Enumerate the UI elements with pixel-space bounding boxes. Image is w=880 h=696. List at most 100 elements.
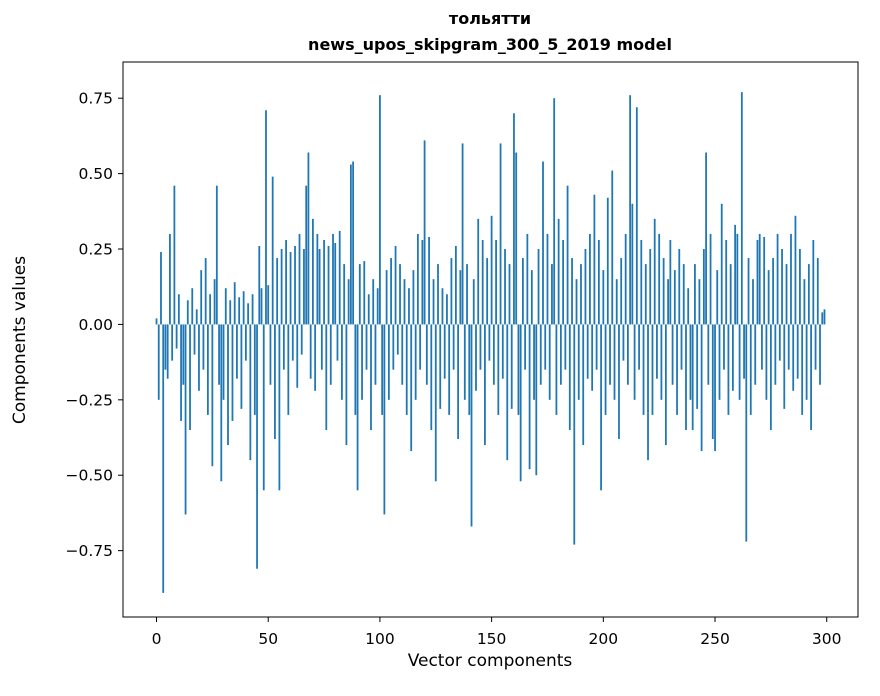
bar <box>671 324 674 385</box>
bar <box>698 279 701 325</box>
bar <box>490 215 493 325</box>
bar <box>528 324 531 470</box>
bar <box>497 324 500 415</box>
bar <box>662 258 665 325</box>
bar <box>676 324 678 415</box>
bar <box>278 324 281 491</box>
bar <box>747 258 750 325</box>
bar <box>200 270 203 325</box>
bar <box>258 245 261 325</box>
bar <box>571 258 573 325</box>
bar <box>606 197 609 325</box>
bar <box>477 218 480 325</box>
bar <box>649 249 652 325</box>
bar <box>790 233 792 325</box>
bar <box>656 324 658 379</box>
bar <box>396 324 399 355</box>
bar <box>370 324 372 430</box>
bar <box>640 239 643 325</box>
bar <box>522 258 524 325</box>
bar <box>577 324 580 400</box>
bar <box>513 113 515 325</box>
bar <box>164 324 167 370</box>
bar <box>184 324 187 515</box>
bar <box>222 324 225 400</box>
bar <box>432 279 435 325</box>
bar <box>323 239 325 325</box>
bar <box>492 324 495 385</box>
bar <box>468 324 471 415</box>
bar <box>269 324 272 385</box>
bar <box>220 324 223 482</box>
bar <box>470 324 473 527</box>
bar <box>718 324 721 400</box>
tick-label: 150 <box>477 630 507 648</box>
bar <box>486 258 489 325</box>
bar <box>177 294 180 325</box>
tick-label: 200 <box>589 630 619 648</box>
bar <box>242 291 245 325</box>
bar <box>347 279 350 325</box>
bar <box>399 264 401 325</box>
bar <box>729 264 732 325</box>
bar <box>193 324 196 355</box>
bar <box>392 324 395 370</box>
bar <box>227 324 229 446</box>
bar <box>743 324 745 379</box>
bar <box>559 324 562 385</box>
bar <box>189 324 191 430</box>
bar <box>745 324 748 542</box>
bar <box>524 324 527 370</box>
bar <box>421 239 424 325</box>
bar <box>702 249 705 325</box>
x-axis-ticks: 0 50 100 150 200 250 300 <box>152 617 842 648</box>
bar <box>430 324 433 430</box>
bar <box>408 288 410 325</box>
bar <box>289 252 292 325</box>
bar <box>564 324 567 370</box>
tick-label: 0.75 <box>78 90 113 108</box>
plot-border <box>122 61 859 618</box>
bar <box>454 245 457 325</box>
bar <box>363 261 366 325</box>
bar <box>372 279 375 325</box>
bar <box>198 324 200 391</box>
bar <box>557 218 560 325</box>
bar <box>157 324 160 400</box>
bar <box>231 324 234 421</box>
bar <box>778 324 781 361</box>
bar <box>475 324 477 391</box>
bar <box>401 324 404 385</box>
bar <box>591 324 594 391</box>
bar <box>691 324 694 430</box>
bar <box>595 324 598 370</box>
tick-label: 0.25 <box>78 241 113 259</box>
bar <box>783 324 786 409</box>
bar <box>267 285 270 325</box>
bar <box>282 324 285 370</box>
bar <box>215 185 218 325</box>
tick-label: 0.00 <box>78 316 113 334</box>
bar <box>519 324 522 482</box>
bar <box>620 258 623 325</box>
bar <box>537 249 540 325</box>
tick-label: 250 <box>700 630 730 648</box>
bar <box>166 324 169 379</box>
bar <box>756 239 759 325</box>
bar <box>678 249 681 325</box>
bar <box>419 324 422 370</box>
y-axis-label: Components values <box>10 256 30 424</box>
bar <box>508 264 511 325</box>
bar <box>329 324 332 385</box>
bar <box>707 324 710 385</box>
bar <box>816 258 819 325</box>
bar <box>647 324 649 461</box>
bar <box>761 324 763 370</box>
bar <box>175 324 178 349</box>
bar <box>253 324 256 415</box>
bar <box>629 95 632 325</box>
bar <box>727 324 730 415</box>
bar <box>725 239 728 325</box>
tick-label: −0.25 <box>66 391 114 409</box>
